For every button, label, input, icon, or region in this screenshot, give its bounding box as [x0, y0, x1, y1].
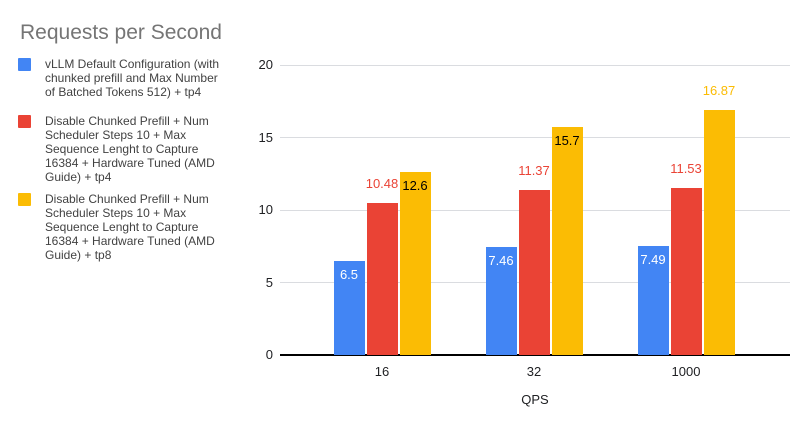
bar: [670, 187, 702, 355]
x-tick-label: 1000: [671, 364, 701, 379]
legend-item: Disable Chunked Prefill + Num Scheduler …: [18, 192, 250, 262]
x-axis-line: [280, 354, 790, 356]
x-tick-label: 32: [526, 364, 542, 379]
x-axis-title: QPS: [521, 392, 549, 407]
y-tick-label: 5: [265, 274, 273, 290]
legend-label: Disable Chunked Prefill + Num Scheduler …: [45, 114, 215, 184]
legend-item: vLLM Default Configuration (with chunked…: [18, 57, 250, 99]
bar: [333, 260, 365, 355]
gridline: [280, 137, 790, 138]
bar-value-label: 11.37: [518, 163, 550, 179]
legend-swatch-blue: [18, 58, 31, 71]
legend-swatch-red: [18, 115, 31, 128]
y-tick-label: 10: [258, 202, 273, 217]
legend-label: vLLM Default Configuration (with chunked…: [45, 57, 220, 99]
bar: [399, 172, 431, 355]
bar-value-label: 16.87: [702, 83, 736, 99]
bar-value-label: 7.46: [488, 252, 514, 268]
legend-label: Disable Chunked Prefill + Num Scheduler …: [45, 192, 215, 262]
bar: [637, 246, 669, 355]
bar-value-label: 10.48: [365, 176, 399, 192]
bar-value-label: 7.49: [640, 252, 666, 268]
y-tick-label: 15: [258, 129, 273, 145]
y-tick-label: 0: [265, 347, 273, 362]
bar-value-label: 6.5: [339, 266, 359, 282]
x-tick-label: 16: [374, 364, 390, 379]
bar: [485, 246, 517, 355]
bar: [703, 110, 735, 355]
bar-value-label: 11.53: [670, 160, 702, 176]
bar: [518, 190, 550, 355]
gridline: [280, 64, 790, 66]
bar: [551, 127, 583, 355]
bar-value-label: 15.7: [554, 133, 580, 149]
legend-swatch-yellow: [18, 193, 31, 206]
chart-title: Requests per Second: [20, 21, 222, 44]
bar-value-label: 12.6: [402, 178, 428, 194]
bar: [366, 203, 398, 355]
y-tick-label: 20: [258, 57, 273, 72]
legend-item: Disable Chunked Prefill + Num Scheduler …: [18, 114, 250, 184]
